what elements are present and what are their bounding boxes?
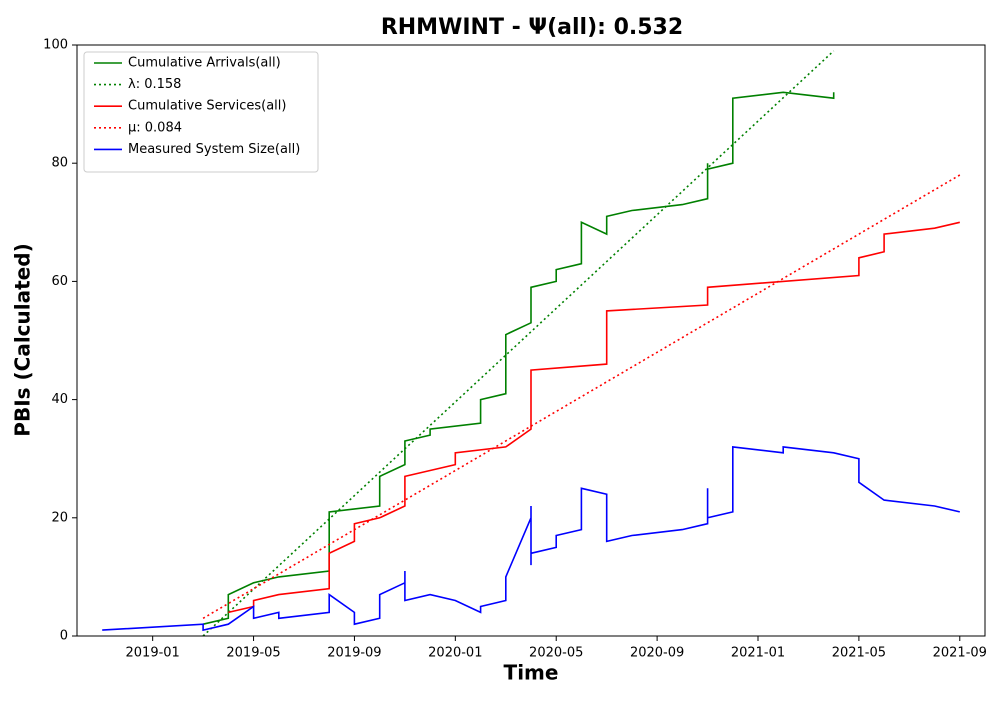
series-line — [102, 446, 960, 632]
y-tick-label: 0 — [60, 629, 68, 644]
series-line — [228, 221, 960, 614]
x-tick-label: 2020-01 — [428, 646, 482, 661]
x-tick-label: 2021-01 — [731, 646, 785, 661]
x-tick-label: 2019-05 — [226, 646, 280, 661]
legend-label: μ: 0.084 — [128, 120, 182, 135]
y-axis-label: PBIs (Calculated) — [11, 243, 35, 436]
series-line — [202, 50, 835, 636]
legend-label: Cumulative Services(all) — [128, 99, 286, 114]
y-tick-label: 60 — [51, 274, 68, 289]
legend-label: λ: 0.158 — [128, 77, 181, 92]
x-tick-label: 2019-01 — [126, 646, 180, 661]
x-axis-label: Time — [504, 661, 559, 685]
y-tick-label: 80 — [51, 156, 68, 171]
y-tick-label: 20 — [51, 510, 68, 525]
x-tick-label: 2020-09 — [630, 646, 684, 661]
plot-frame — [76, 44, 986, 637]
series-line — [202, 91, 835, 625]
x-tick-label: 2020-05 — [529, 646, 583, 661]
chart-title: RHMWINT - Ψ(all): 0.532 — [381, 15, 683, 40]
y-tick-label: 100 — [43, 38, 68, 53]
x-tick-label: 2019-09 — [327, 646, 381, 661]
series-line — [202, 174, 961, 619]
legend-label: Cumulative Arrivals(all) — [128, 56, 281, 71]
x-tick-label: 2021-05 — [832, 646, 886, 661]
legend-box — [83, 51, 319, 173]
legend-label: Measured System Size(all) — [128, 142, 300, 157]
x-tick-label: 2021-09 — [933, 646, 987, 661]
y-tick-label: 40 — [51, 392, 68, 407]
